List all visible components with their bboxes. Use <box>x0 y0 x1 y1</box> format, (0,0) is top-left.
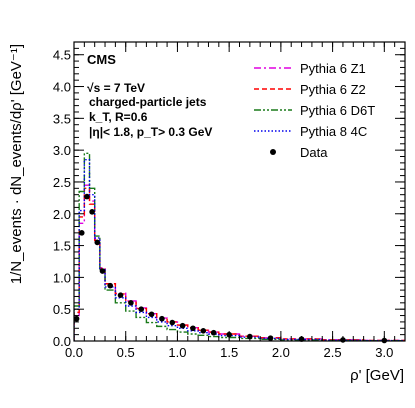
data-point <box>78 230 85 236</box>
data-point <box>148 311 155 318</box>
data-point <box>138 306 145 312</box>
y-tick-label: 0.0 <box>53 334 71 349</box>
data-point <box>159 315 165 322</box>
legend-label: Pythia 8 4C <box>300 124 367 139</box>
cuts-label: |η|< 1.8, p_T> 0.3 GeV <box>89 125 212 139</box>
y-tick-label: 3.0 <box>53 143 71 158</box>
data-point <box>128 300 134 306</box>
y-tick-label: 2.5 <box>53 175 71 190</box>
x-axis-title: ρ' [GeV] <box>350 367 404 384</box>
data-point <box>99 268 106 274</box>
histogram-series-1 <box>74 184 405 341</box>
legend-label: Pythia 6 Z1 <box>300 61 366 76</box>
legend: Pythia 6 Z1 Pythia 6 Z2 Pythia 6 D6T Pythia… <box>254 61 375 160</box>
data-point <box>89 209 95 215</box>
data-point <box>94 239 101 246</box>
histogram-series-3 <box>74 152 405 341</box>
algorithm-label: k_T, R=0.6 <box>89 110 148 124</box>
y-tick-label: 4.5 <box>53 48 71 63</box>
energy-label: √s = 7 TeV <box>87 81 145 95</box>
data-point <box>117 292 124 298</box>
data-point <box>200 328 207 334</box>
y-tick-label: 0.5 <box>53 302 71 317</box>
x-tick-label: 1.5 <box>220 345 238 360</box>
legend-label: Data <box>300 145 328 160</box>
x-tick-label: 3.0 <box>375 345 393 360</box>
y-tick-label: 3.5 <box>53 111 71 126</box>
y-axis-title: 1/N_events · dN_events/dρ' [GeV⁻¹] <box>8 44 25 284</box>
y-tick-label: 2.0 <box>53 207 71 222</box>
x-tick-label: 2.0 <box>272 345 290 360</box>
data-point <box>179 322 186 329</box>
y-tick-label: 4.0 <box>53 80 71 95</box>
histogram-series-4 <box>74 158 405 341</box>
data-point <box>210 329 217 336</box>
data-point <box>73 315 80 322</box>
legend-swatch <box>270 149 276 155</box>
data-points <box>73 193 388 344</box>
x-tick-label: 0.0 <box>65 345 83 360</box>
x-tick-label: 1.0 <box>168 345 186 360</box>
data-point <box>190 325 196 332</box>
data-point <box>169 319 176 326</box>
x-tick-label: 0.5 <box>117 345 135 360</box>
legend-label: Pythia 6 Z2 <box>300 82 366 97</box>
cms-label: CMS <box>87 52 116 67</box>
data-point <box>107 282 114 289</box>
y-tick-label: 1.5 <box>53 239 71 254</box>
legend-label: Pythia 6 D6T <box>300 103 375 118</box>
selection-label: charged-particle jets <box>89 95 207 109</box>
axes: 0.0 0.5 1.0 1.5 2.0 2.5 3.0 0.0 0.5 1.0 1.5 2.0 2.5 3… <box>53 41 406 360</box>
y-tick-label: 1.0 <box>53 270 71 285</box>
data-point <box>84 193 90 200</box>
histogram-series-2 <box>74 187 405 341</box>
x-tick-label: 2.5 <box>324 345 342 360</box>
mc-histograms <box>74 152 405 341</box>
